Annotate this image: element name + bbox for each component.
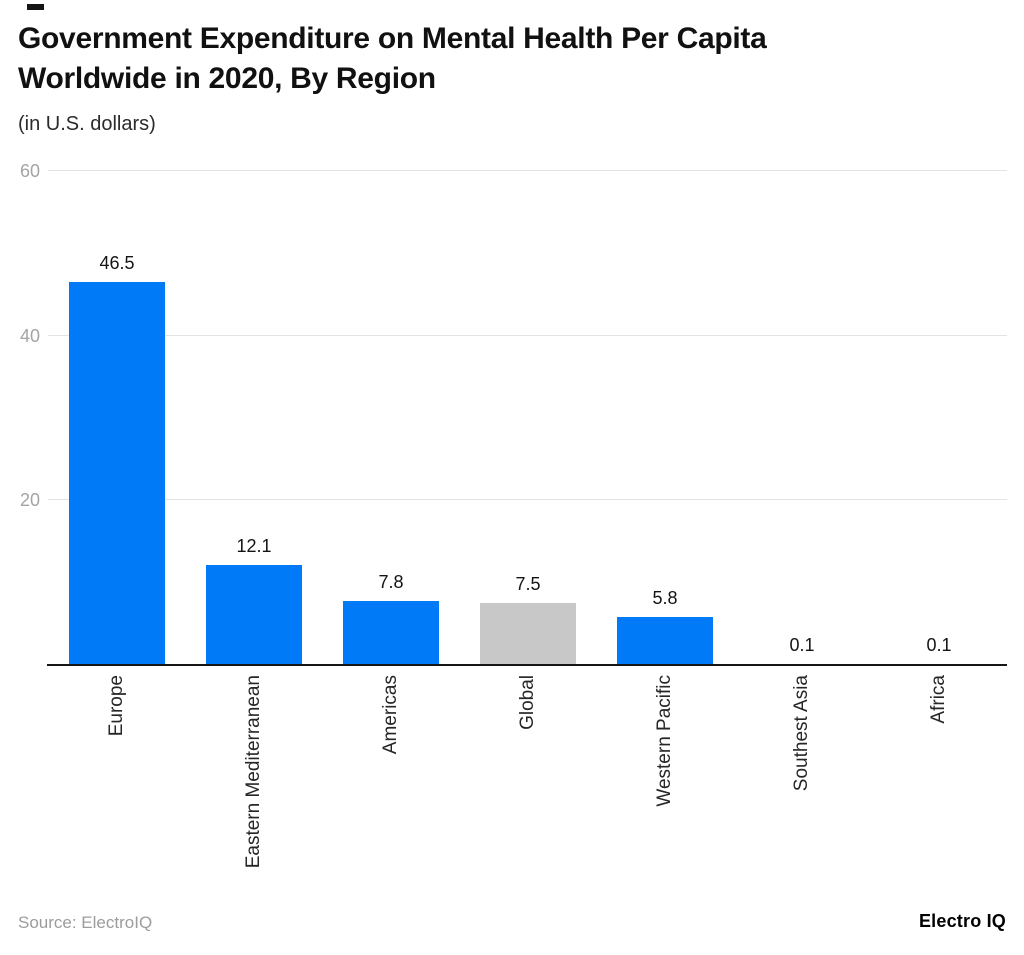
- y-tick-label: 60: [19, 161, 40, 181]
- bar-value-label: 5.8: [652, 588, 678, 608]
- x-axis-label: Europe: [106, 675, 127, 737]
- bar-europe: [69, 282, 165, 665]
- x-axis-line: [47, 664, 1007, 666]
- bar-value-label: 7.5: [515, 574, 541, 594]
- brand-logo: Electro IQ: [918, 911, 1006, 931]
- bar-value-label: 7.8: [378, 572, 404, 592]
- x-axis-label: Africa: [928, 675, 949, 724]
- bar-western-pacific: [617, 617, 713, 665]
- bar-value-label: 46.5: [99, 253, 135, 273]
- y-tick-label: 40: [19, 326, 40, 346]
- bar-value-label: 12.1: [236, 536, 272, 556]
- chart-title-line2: Worldwide in 2020, By Region: [18, 62, 436, 95]
- x-axis-label: Global: [517, 675, 538, 730]
- top-left-crop-mark: [27, 4, 44, 10]
- x-axis-label: Western Pacific: [654, 675, 675, 807]
- bar-global: [480, 603, 576, 665]
- gridline: [48, 499, 1007, 500]
- source-text: Source: ElectroIQ: [18, 913, 153, 932]
- gridline: [48, 335, 1007, 336]
- bar-americas: [343, 601, 439, 665]
- chart-subtitle: (in U.S. dollars): [18, 113, 156, 135]
- x-axis-label: Southest Asia: [791, 675, 812, 792]
- x-axis-label: Eastern Mediterranean: [243, 675, 264, 869]
- x-axis-label: Americas: [380, 675, 401, 755]
- bar-value-label: 0.1: [789, 635, 815, 655]
- bar-eastern-mediterranean: [206, 565, 302, 665]
- chart-title: Government Expenditure on Mental Health …: [18, 19, 978, 99]
- chart-title-line1: Government Expenditure on Mental Health …: [18, 22, 767, 55]
- y-tick-label: 20: [19, 490, 40, 510]
- bar-value-label: 0.1: [926, 635, 952, 655]
- gridline: [48, 170, 1007, 171]
